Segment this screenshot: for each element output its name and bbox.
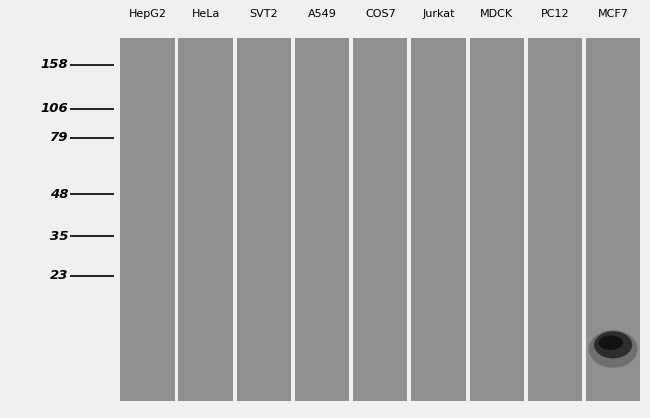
Bar bbox=[408, 38, 411, 401]
Text: 106: 106 bbox=[40, 102, 68, 115]
Bar bbox=[469, 38, 524, 401]
Bar bbox=[237, 38, 291, 401]
Ellipse shape bbox=[594, 331, 632, 359]
Bar bbox=[528, 38, 582, 401]
Bar bbox=[353, 38, 408, 401]
Bar bbox=[291, 38, 295, 401]
Text: HeLa: HeLa bbox=[192, 9, 220, 19]
Text: A549: A549 bbox=[307, 9, 337, 19]
Bar bbox=[411, 38, 465, 401]
Bar bbox=[582, 38, 586, 401]
Text: PC12: PC12 bbox=[541, 9, 569, 19]
Bar bbox=[465, 38, 469, 401]
Bar bbox=[179, 38, 233, 401]
Ellipse shape bbox=[589, 330, 638, 368]
Text: SVT2: SVT2 bbox=[250, 9, 278, 19]
Text: 48: 48 bbox=[50, 188, 68, 201]
Bar bbox=[120, 38, 175, 401]
Text: 79: 79 bbox=[50, 131, 68, 145]
Text: COS7: COS7 bbox=[365, 9, 396, 19]
Text: 23: 23 bbox=[50, 269, 68, 283]
Bar bbox=[295, 38, 349, 401]
Text: 35: 35 bbox=[50, 229, 68, 243]
Bar bbox=[586, 38, 640, 401]
Bar bbox=[524, 38, 528, 401]
Bar bbox=[349, 38, 353, 401]
Text: MCF7: MCF7 bbox=[597, 9, 629, 19]
Bar bbox=[233, 38, 237, 401]
Text: HepG2: HepG2 bbox=[129, 9, 166, 19]
Ellipse shape bbox=[599, 335, 623, 350]
Text: Jurkat: Jurkat bbox=[422, 9, 455, 19]
Text: 158: 158 bbox=[40, 58, 68, 71]
Text: MDCK: MDCK bbox=[480, 9, 514, 19]
Bar bbox=[175, 38, 179, 401]
Bar bbox=[120, 38, 640, 401]
